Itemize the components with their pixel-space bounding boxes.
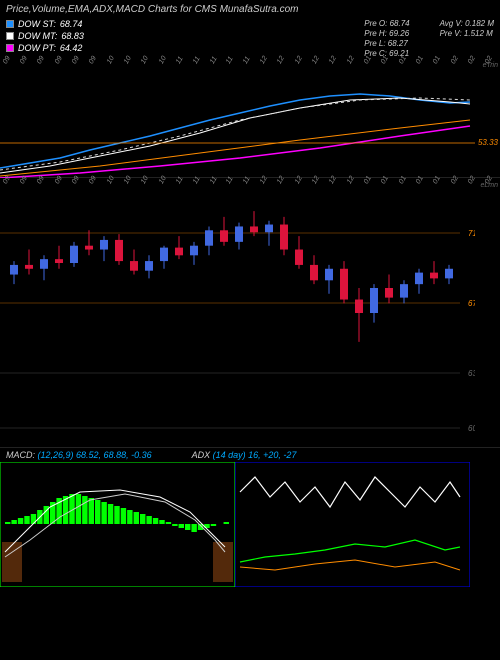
- macd-label: MACD: (12,26,9) 68.52, 68.88, -0.36: [6, 450, 152, 460]
- legend-st: DOW ST: 68.74: [6, 19, 84, 29]
- ema-xticks: 0909090909091010101011111111111212121212…: [0, 60, 500, 67]
- svg-text:63: 63: [468, 369, 475, 378]
- legend-mt-swatch: [6, 32, 14, 40]
- legend-pt-value: 64.42: [60, 43, 83, 53]
- candle-svg: 71 67 63 60: [0, 178, 475, 448]
- legend-pt: DOW PT: 64.42: [6, 43, 84, 53]
- legend-st-label: DOW ST:: [18, 19, 56, 29]
- legend-st-value: 68.74: [60, 19, 83, 29]
- ema-svg: [0, 58, 475, 178]
- macd-panel: [0, 462, 235, 592]
- info-low: Pre L: 68.27: [364, 39, 409, 48]
- legend-pt-swatch: [6, 44, 14, 52]
- legend-block: DOW ST: 68.74 DOW MT: 68.83 DOW PT: 64.4…: [0, 19, 500, 58]
- bottom-row: [0, 462, 500, 592]
- ema-ref-label: 53.33: [478, 138, 498, 147]
- legend-pt-label: DOW PT:: [18, 43, 56, 53]
- legend-left: DOW ST: 68.74 DOW MT: 68.83 DOW PT: 64.4…: [6, 19, 84, 58]
- info-avgvol: Avg V: 0.182 M: [440, 19, 494, 28]
- candle-xticks: 0909090909091010101011111111111212121212…: [0, 180, 500, 187]
- chart-title: Price,Volume,EMA,ADX,MACD Charts for CMS…: [0, 0, 500, 19]
- ema-panel: 0909090909091010101011111111111212121212…: [0, 58, 500, 178]
- indicator-labels: MACD: (12,26,9) 68.52, 68.88, -0.36 ADX …: [0, 448, 500, 462]
- info-high: Pre H: 69.26: [364, 29, 409, 38]
- legend-mt-value: 68.83: [61, 31, 84, 41]
- svg-text:60: 60: [468, 424, 475, 433]
- macd-svg: [0, 462, 235, 587]
- info-col-ohlc: Pre O: 68.74 Pre H: 69.26 Pre L: 68.27 P…: [364, 19, 409, 58]
- adx-panel: [235, 462, 470, 592]
- adx-label: ADX (14 day) 16, +20, -27: [192, 450, 297, 460]
- legend-mt-label: DOW MT:: [18, 31, 57, 41]
- info-prevol: Pre V: 1.512 M: [440, 29, 494, 38]
- info-open: Pre O: 68.74: [364, 19, 409, 28]
- legend-mt: DOW MT: 68.83: [6, 31, 84, 41]
- legend-st-swatch: [6, 20, 14, 28]
- info-col-vol: Avg V: 0.182 M Pre V: 1.512 M: [440, 19, 494, 58]
- svg-text:67: 67: [468, 299, 475, 308]
- info-columns: Pre O: 68.74 Pre H: 69.26 Pre L: 68.27 P…: [364, 19, 494, 58]
- ema-side-label: eTrin: [483, 62, 498, 69]
- adx-svg: [235, 462, 470, 587]
- candle-side-label: eLmn: [480, 182, 498, 189]
- svg-text:71: 71: [468, 229, 475, 238]
- candle-panel: 0909090909091010101011111111111212121212…: [0, 178, 500, 448]
